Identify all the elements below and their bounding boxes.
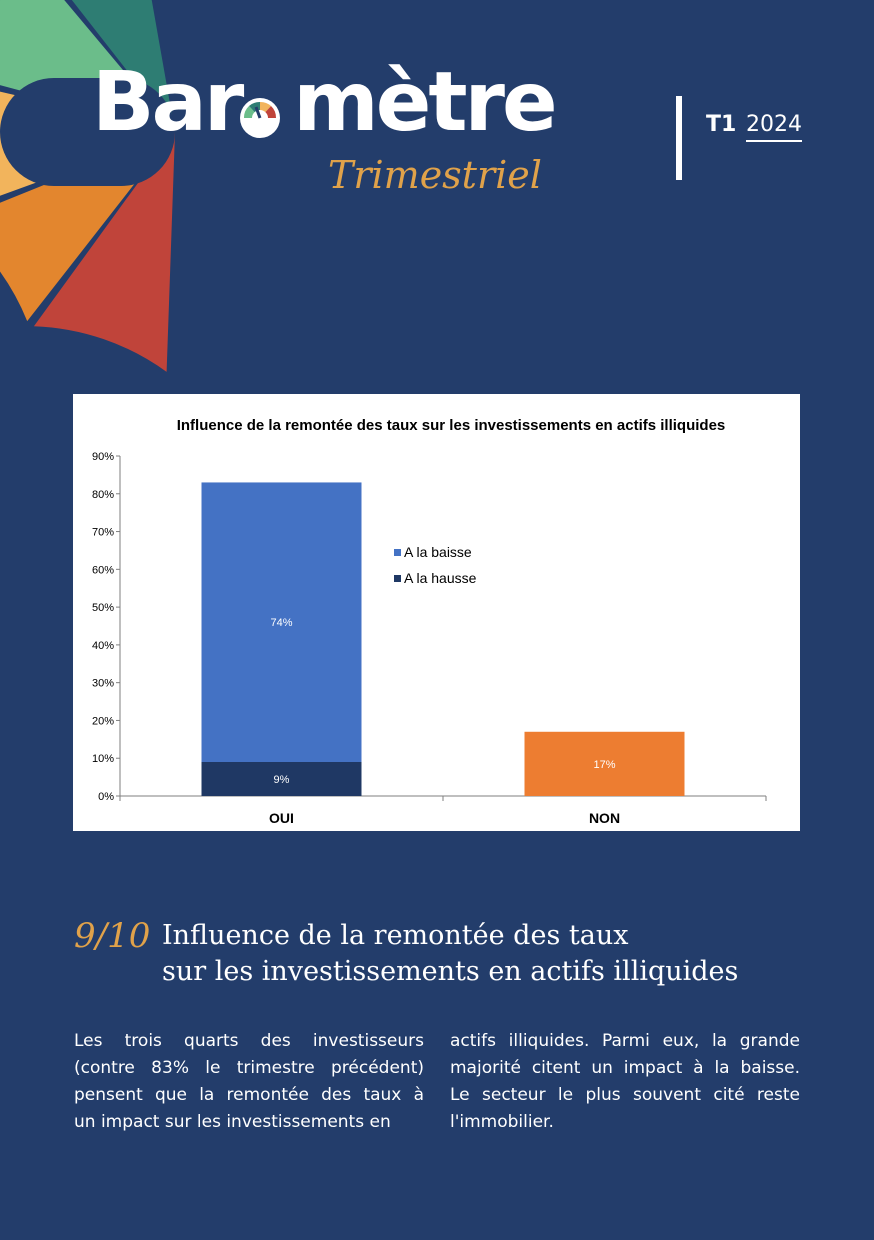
y-tick-label: 30%: [92, 678, 114, 690]
brand-subtitle: Trimestriel: [328, 153, 542, 197]
fan-segment: [71, 0, 175, 132]
body-line: majorité citent un impact à la baisse.: [450, 1058, 800, 1078]
legend-label: A la hausse: [404, 570, 477, 586]
body-column-right: actifs illiquides. Parmi eux, la grande …: [450, 1028, 800, 1136]
year-label: 2024: [746, 112, 802, 142]
stacked-bar-chart: Influence de la remontée des taux sur le…: [92, 417, 767, 826]
bar-segment: [201, 482, 362, 762]
x-category-label: OUI: [269, 810, 294, 826]
body-line: un impact sur les investissements en: [74, 1112, 391, 1132]
body-line: pensent que la remontée des taux à: [74, 1085, 424, 1105]
y-tick-label: 80%: [92, 489, 114, 501]
y-tick-label: 60%: [92, 564, 114, 576]
body-line: l'immobilier.: [450, 1112, 554, 1132]
brand-title: Bar mètre: [92, 55, 558, 150]
header-divider: [676, 96, 682, 180]
chart-title: Influence de la remontée des taux sur le…: [177, 417, 726, 434]
body-line: Les trois quarts des investisseurs: [74, 1031, 424, 1051]
body-line: (contre 83% le trimestre précédent): [74, 1058, 424, 1078]
logo-backdrop: [0, 78, 175, 186]
quarter-label: T1: [706, 112, 737, 137]
y-tick-label: 10%: [92, 753, 114, 765]
y-tick-label: 40%: [92, 640, 114, 652]
logo-fan-decoration: [0, 0, 240, 380]
y-tick-label: 20%: [92, 715, 114, 727]
y-tick-label: 90%: [92, 451, 114, 463]
section-title: Influence de la remontée des taux sur le…: [162, 918, 802, 990]
gauge-icon: [240, 98, 280, 138]
legend-swatch: [394, 549, 401, 556]
section-title-line: sur les investissements en actifs illiqu…: [162, 956, 739, 987]
bar-data-label: 17%: [593, 759, 615, 771]
section-title-line: Influence de la remontée des taux: [162, 920, 629, 951]
body-line: Le secteur le plus souvent cité reste: [450, 1085, 800, 1105]
fan-segment: [33, 132, 176, 372]
fan-mask: [175, 0, 240, 380]
y-tick-label: 0%: [98, 791, 114, 803]
legend-label: A la baisse: [404, 544, 472, 560]
chart-card: Influence de la remontée des taux sur le…: [73, 394, 800, 831]
bar-segment: [201, 762, 362, 796]
bar-segment: [524, 731, 685, 796]
y-tick-label: 50%: [92, 602, 114, 614]
y-tick-label: 70%: [92, 527, 114, 539]
body-line: actifs illiquides. Parmi eux, la grande: [450, 1031, 800, 1051]
x-category-label: NON: [589, 810, 620, 826]
section-number: 9/10: [74, 916, 151, 956]
legend-swatch: [394, 575, 401, 582]
bar-data-label: 9%: [274, 774, 290, 786]
bar-data-label: 74%: [270, 617, 292, 629]
body-column-left: Les trois quarts des investisseurs (cont…: [74, 1028, 424, 1136]
